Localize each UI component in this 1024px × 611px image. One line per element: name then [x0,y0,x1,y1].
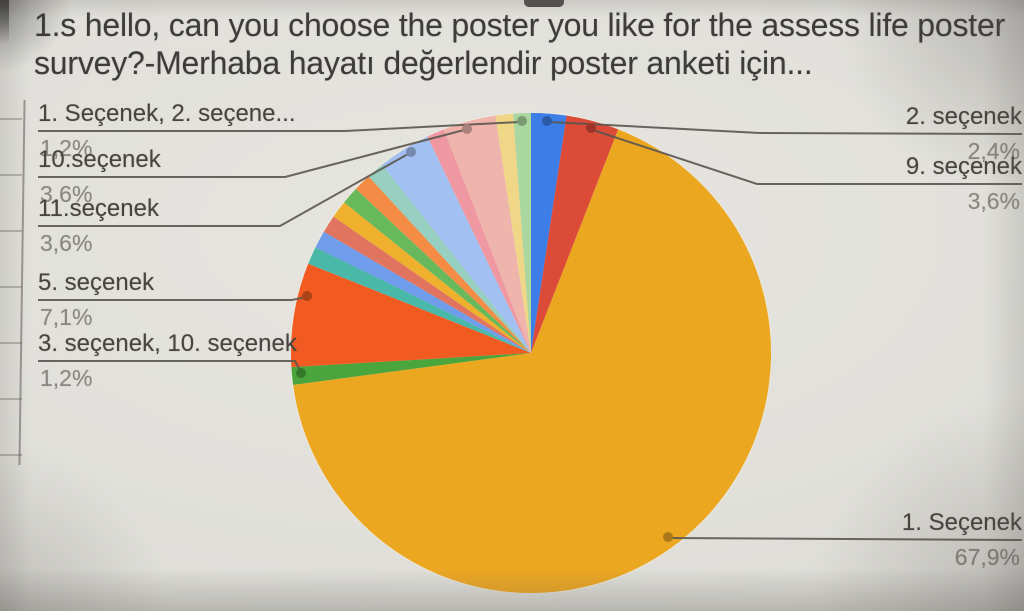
pie-slice-2 [293,129,771,593]
chart-title: 1.s hello, can you choose the poster you… [34,7,1006,81]
pie-chart [291,113,771,593]
photo-artifact-top-left [0,0,9,44]
callout-percent: 2,4% [967,138,1020,164]
pie-slice-7 [323,216,531,353]
pie-slice-12 [382,136,531,353]
callout-label: 3. seçenek, 10. seçenek [38,330,297,357]
pie-slice-0 [531,113,567,353]
spreadsheet-gridlines [0,118,22,458]
callout-percent: 1,2% [40,135,93,161]
pie-slice-6 [315,231,531,353]
pie-slice-9 [344,188,531,353]
callout-label: 1. Seçenek [901,509,1022,536]
callout-percent: 67,9% [954,544,1020,570]
callout-label: 5. seçenek [38,269,155,296]
callout-label: 1. Seçenek, 2. seçene... [38,100,296,127]
leader-line [38,296,307,301]
callout-percent: 3,6% [40,181,93,207]
pie-slice-16 [513,113,531,353]
pie-slice-4 [291,263,531,368]
photo-artifact-top-notch [524,0,564,7]
callout-label: 2. seçenek [905,103,1022,130]
callout-label: 10.seçenek [38,146,161,173]
callout-label: 11.seçenek [38,195,159,222]
callout-percent: 3,6% [40,230,93,256]
pie-slice-13 [427,129,531,353]
pie-slice-5 [308,247,531,353]
pie-slice-11 [368,164,531,353]
pie-slice-15 [495,113,531,353]
pie-slice-3 [291,353,531,385]
callout-percent: 1,2% [40,365,93,391]
pie-slice-8 [333,202,531,353]
pie-slice-14 [443,115,531,354]
callout-percent: 3,6% [967,188,1020,214]
callout-label: 9. seçenek [905,153,1022,180]
callout-percent: 7,1% [40,304,93,330]
